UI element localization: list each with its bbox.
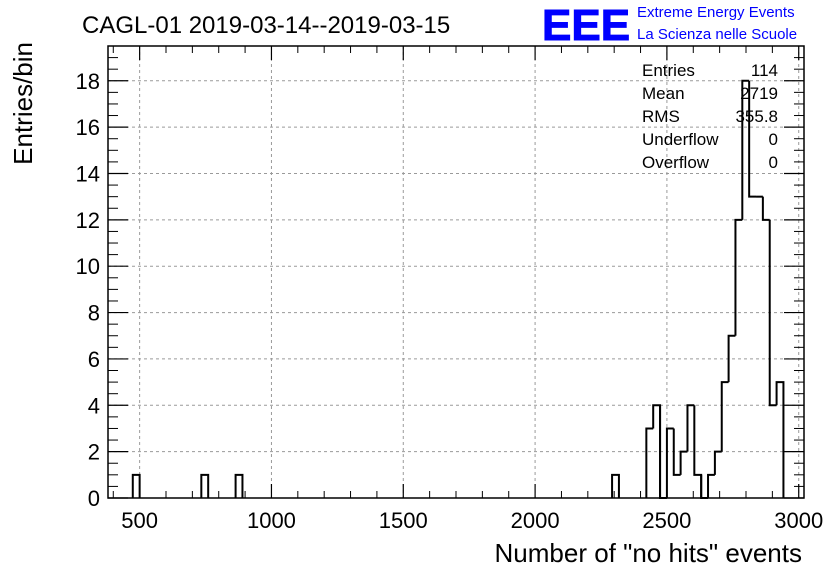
histogram-bin: [761, 196, 770, 221]
chart-title: CAGL-01 2019-03-14--2019-03-15: [82, 12, 450, 39]
histogram-bin: [727, 334, 736, 383]
brand-line-2: La Scienza nelle Scuole: [637, 26, 797, 43]
y-axis-label: Entries/bin: [8, 42, 38, 165]
histogram-bin: [741, 79, 750, 220]
histogram-bin: [734, 218, 743, 336]
stat-value: 0: [769, 153, 778, 172]
y-tick-label: 10: [76, 254, 100, 279]
histogram-bin: [131, 473, 141, 498]
y-tick-label: 18: [76, 69, 100, 94]
tick-labels: 500 1000 1500 2000 2500 3000 0 2 4 6 8 10 12 14 16 18: [76, 69, 824, 533]
stat-label: Entries: [642, 61, 695, 80]
eee-logo: EEE: [542, 1, 630, 50]
histogram-bin: [645, 427, 654, 498]
x-tick-label: 2500: [642, 508, 691, 533]
x-axis-label: Number of "no hits" events: [495, 538, 803, 568]
y-tick-label: 2: [88, 440, 100, 465]
y-tick-label: 0: [88, 486, 100, 511]
histogram-bin: [665, 427, 674, 498]
x-tick-label: 1000: [247, 508, 296, 533]
histogram-bin: [200, 473, 210, 498]
histogram-bin: [713, 450, 722, 475]
histogram-bin: [768, 219, 777, 407]
grid: [108, 46, 804, 498]
y-tick-label: 12: [76, 208, 100, 233]
histogram-bin: [748, 80, 757, 198]
x-tick-label: 1500: [379, 508, 428, 533]
y-tick-label: 16: [76, 115, 100, 140]
x-tick-label: 3000: [774, 508, 823, 533]
y-tick-label: 14: [76, 161, 100, 186]
brand-logo-block: EEE Extreme Energy Events La Scienza nel…: [542, 1, 798, 51]
stat-label: Underflow: [642, 130, 719, 149]
y-tick-label: 8: [88, 301, 100, 326]
stat-label: Overflow: [642, 153, 710, 172]
stats-box: Entries 114 Mean 2719 RMS 355.8 Underflow 0 Over…: [642, 61, 778, 172]
stat-label: Mean: [642, 84, 685, 103]
stat-value: 0: [769, 130, 778, 149]
stat-value: 2719: [740, 84, 778, 103]
histogram-bin: [707, 473, 715, 498]
histogram-bin: [775, 381, 785, 498]
histogram-bin: [686, 404, 695, 452]
histogram-bin: [679, 450, 688, 475]
histogram-bin: [700, 474, 709, 499]
histogram-bin: [672, 428, 681, 476]
y-tick-label: 6: [88, 347, 100, 372]
plot-frame: [107, 45, 805, 499]
histogram-bin: [234, 473, 244, 498]
histogram-bin: [611, 473, 620, 498]
brand-line-1: Extreme Energy Events: [637, 4, 795, 21]
stat-value: 114: [751, 61, 778, 80]
x-tick-label: 2000: [511, 508, 560, 533]
histogram-bin: [720, 381, 729, 452]
stat-label: RMS: [642, 107, 680, 126]
axis-ticks: [108, 45, 804, 499]
stat-value: 355.8: [735, 107, 778, 126]
x-tick-label: 500: [121, 508, 158, 533]
y-tick-label: 4: [88, 393, 100, 418]
